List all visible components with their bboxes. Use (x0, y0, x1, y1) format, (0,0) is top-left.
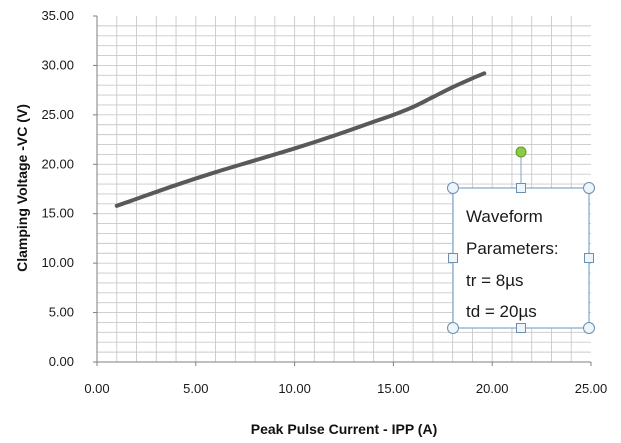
y-tick-label: 0.00 (49, 354, 74, 369)
textbox-frame[interactable] (452, 187, 590, 329)
x-tick-label: 20.00 (476, 381, 509, 396)
y-axis-title: Clamping Voltage -VC (V) (14, 104, 30, 272)
y-tick-label: 5.00 (49, 305, 74, 320)
series (114, 71, 487, 208)
y-tick-label: 15.00 (41, 206, 74, 221)
resize-handle-bottom-right[interactable] (583, 322, 595, 334)
resize-handle-bottom[interactable] (516, 323, 526, 333)
y-tick-label: 30.00 (41, 57, 74, 72)
x-tick-label: 5.00 (183, 381, 208, 396)
resize-handle-right[interactable] (584, 253, 594, 263)
textbox-line-waveform: Waveform (466, 207, 543, 226)
resize-handle-top[interactable] (516, 183, 526, 193)
x-tick-label: 0.00 (84, 381, 109, 396)
resize-handle-bottom-left[interactable] (447, 322, 459, 334)
textbox-line-parameters: Parameters: (466, 239, 559, 258)
y-tick-label: 35.00 (41, 8, 74, 23)
resize-handle-top-left[interactable] (447, 182, 459, 194)
textbox-line-td: td = 20µs (466, 302, 537, 321)
x-tick-label: 15.00 (377, 381, 410, 396)
x-tick-label: 25.00 (575, 381, 608, 396)
series-line (114, 71, 487, 208)
resize-handle-left[interactable] (448, 253, 458, 263)
x-tick-label: 10.00 (278, 381, 311, 396)
y-tick-label: 10.00 (41, 255, 74, 270)
textbox-line-tr: tr = 8µs (466, 271, 524, 290)
resize-handle-top-right[interactable] (583, 182, 595, 194)
waveform-parameters-textbox[interactable]: Waveform Parameters: tr = 8µs td = 20µs (447, 146, 595, 334)
x-axis-title: Peak Pulse Current - IPP (A) (251, 421, 437, 437)
axes: 0.00 5.00 10.00 15.00 20.00 25.00 0.00 5.00 10.0… (41, 8, 607, 396)
y-tick-label: 20.00 (41, 156, 74, 171)
rotation-handle[interactable] (515, 146, 527, 158)
y-tick-label: 25.00 (41, 107, 74, 122)
